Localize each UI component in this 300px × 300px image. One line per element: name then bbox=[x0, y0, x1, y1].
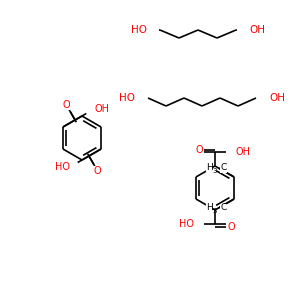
Text: HO: HO bbox=[179, 219, 194, 229]
Text: OH: OH bbox=[269, 93, 285, 103]
Text: H: H bbox=[206, 164, 212, 172]
Text: O: O bbox=[63, 100, 70, 110]
Text: OH: OH bbox=[236, 147, 251, 157]
Text: O: O bbox=[227, 222, 235, 232]
Text: HO: HO bbox=[55, 162, 70, 172]
Text: C: C bbox=[220, 164, 227, 172]
Text: O: O bbox=[94, 166, 101, 176]
Text: OH: OH bbox=[94, 104, 109, 114]
Text: HO: HO bbox=[119, 93, 135, 103]
Text: C: C bbox=[220, 203, 227, 212]
Text: 3: 3 bbox=[212, 168, 217, 174]
Text: O: O bbox=[195, 145, 203, 155]
Text: H: H bbox=[206, 203, 212, 212]
Text: OH: OH bbox=[249, 25, 265, 35]
Text: 3: 3 bbox=[212, 208, 217, 214]
Text: HO: HO bbox=[131, 25, 147, 35]
